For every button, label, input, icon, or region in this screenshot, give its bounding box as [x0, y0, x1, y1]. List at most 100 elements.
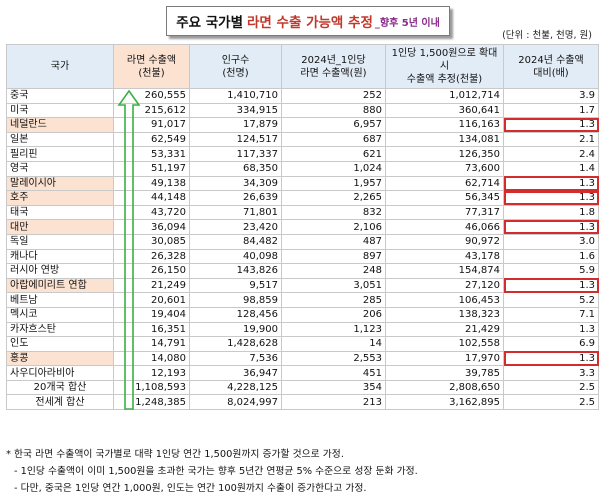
title-main: 주요 국가별	[176, 15, 243, 31]
pop-cell: 124,517	[189, 131, 282, 148]
table-row: 필리핀 53,331 117,337 621 126,350 2.4	[6, 146, 599, 162]
country-cell: 사우디아라비아	[6, 365, 114, 381]
ratio-cell: 3.0	[503, 233, 599, 250]
country-cell: 독일	[6, 233, 114, 250]
export-cell: 14,080	[113, 350, 190, 367]
header-cell: 인구수 (천명)	[189, 44, 282, 89]
ratio-cell: 1.6	[503, 248, 599, 265]
total-est-cell: 3,162,895	[385, 394, 504, 411]
country-cell: 네덜란드	[6, 117, 114, 133]
unit-note: (단위 : 천불, 천명, 원)	[502, 30, 592, 41]
per-cell: 2,553	[281, 350, 386, 367]
header-cell: 1인당 1,500원으로 확대시 수출액 추정(천불)	[385, 44, 504, 89]
pop-cell: 334,915	[189, 102, 282, 119]
country-cell: 멕시코	[6, 306, 114, 323]
footnote-3: - 다만, 중국은 1인당 연간 1,000원, 인도는 연간 100원까지 수…	[14, 483, 367, 494]
est-cell: 46,066	[385, 219, 504, 235]
export-cell: 260,555	[113, 88, 190, 104]
per-cell: 1,957	[281, 175, 386, 192]
ratio-cell: 2.1	[503, 131, 599, 148]
total-export-cell: 1,248,385	[113, 394, 190, 411]
header-cell: 2024년 수출액 대비(배)	[503, 44, 599, 89]
ratio-cell: 5.9	[503, 263, 599, 279]
export-cell: 16,351	[113, 321, 190, 338]
per-cell: 487	[281, 233, 386, 250]
country-cell: 미국	[6, 102, 114, 119]
ratio-cell: 1.3	[503, 350, 599, 367]
ratio-cell: 7.1	[503, 306, 599, 323]
export-cell: 44,148	[113, 190, 190, 206]
per-cell: 832	[281, 204, 386, 221]
export-cell: 43,720	[113, 204, 190, 221]
est-cell: 154,874	[385, 263, 504, 279]
pop-cell: 17,879	[189, 117, 282, 133]
export-cell: 26,150	[113, 263, 190, 279]
est-cell: 138,323	[385, 306, 504, 323]
table-row: 독일 30,085 84,482 487 90,972 3.0	[6, 233, 599, 250]
table-row: 대만 36,094 23,420 2,106 46,066 1.3	[6, 219, 599, 235]
ratio-cell: 3.9	[503, 88, 599, 104]
total-row: 전세계 합산 1,248,385 8,024,997 213 3,162,895 2.5	[6, 394, 599, 411]
header-row: 국가 라면 수출액 (천불) 인구수 (천명) 2024년_1인당 라면 수출액(원)…	[6, 44, 599, 89]
table-row: 네덜란드 91,017 17,879 6,957 116,163 1.3	[6, 117, 599, 133]
country-cell: 러시아 연방	[6, 263, 114, 279]
country-cell: 호주	[6, 190, 114, 206]
ratio-cell: 1.3	[503, 175, 599, 192]
pop-cell: 1,428,628	[189, 336, 282, 352]
title-highlight: 라면 수출 가능액 추정	[247, 15, 373, 31]
est-cell: 90,972	[385, 233, 504, 250]
ratio-cell: 1.7	[503, 102, 599, 119]
per-cell: 248	[281, 263, 386, 279]
title-sub: _향후 5년 이내	[374, 17, 440, 29]
pop-cell: 68,350	[189, 160, 282, 177]
country-cell: 말레이시아	[6, 175, 114, 192]
ratio-cell: 1.3	[503, 219, 599, 235]
est-cell: 17,970	[385, 350, 504, 367]
pop-cell: 71,801	[189, 204, 282, 221]
per-cell: 285	[281, 292, 386, 308]
est-cell: 56,345	[385, 190, 504, 206]
per-cell: 451	[281, 365, 386, 381]
pop-cell: 1,410,710	[189, 88, 282, 104]
title-box: 주요 국가별 라면 수출 가능액 추정 _향후 5년 이내	[166, 6, 450, 36]
table-row: 아랍에미리트 연합 21,249 9,517 3,051 27,120 1.3	[6, 277, 599, 294]
table-row: 인도 14,791 1,428,628 14 102,558 6.9	[6, 336, 599, 352]
ratio-cell: 1.3	[503, 277, 599, 294]
country-cell: 대만	[6, 219, 114, 235]
ratio-cell: 1.3	[503, 321, 599, 338]
table-row: 멕시코 19,404 128,456 206 138,323 7.1	[6, 306, 599, 323]
est-cell: 39,785	[385, 365, 504, 381]
export-cell: 26,328	[113, 248, 190, 265]
footnotes: * 한국 라면 수출액이 국가별로 대략 1인당 연간 1,500원까지 증가할…	[6, 446, 418, 497]
header-cell: 라면 수출액 (천불)	[113, 44, 190, 89]
export-cell: 19,404	[113, 306, 190, 323]
est-cell: 360,641	[385, 102, 504, 119]
ratio-cell: 6.9	[503, 336, 599, 352]
total-pop-cell: 8,024,997	[189, 394, 282, 411]
table-body: 중국 260,555 1,410,710 252 1,012,714 3.9 미국 215,6…	[6, 88, 599, 411]
export-table: 국가 라면 수출액 (천불) 인구수 (천명) 2024년_1인당 라면 수출액(원)…	[6, 44, 599, 411]
total-export-cell: 1,108,593	[113, 379, 190, 396]
export-cell: 51,197	[113, 160, 190, 177]
table-row: 호주 44,148 26,639 2,265 56,345 1.3	[6, 190, 599, 206]
est-cell: 62,714	[385, 175, 504, 192]
country-cell: 캐나다	[6, 248, 114, 265]
table-row: 사우디아라비아 12,193 36,947 451 39,785 3.3	[6, 365, 599, 381]
export-cell: 14,791	[113, 336, 190, 352]
total-per-cell: 213	[281, 394, 386, 411]
ratio-cell: 5.2	[503, 292, 599, 308]
table-row: 일본 62,549 124,517 687 134,081 2.1	[6, 131, 599, 148]
table-row: 미국 215,612 334,915 880 360,641 1.7	[6, 102, 599, 119]
pop-cell: 98,859	[189, 292, 282, 308]
est-cell: 1,012,714	[385, 88, 504, 104]
per-cell: 1,123	[281, 321, 386, 338]
table-row: 카자흐스탄 16,351 19,900 1,123 21,429 1.3	[6, 321, 599, 338]
header-cell: 국가	[6, 44, 114, 89]
country-cell: 영국	[6, 160, 114, 177]
table-row: 중국 260,555 1,410,710 252 1,012,714 3.9	[6, 88, 599, 104]
pop-cell: 84,482	[189, 233, 282, 250]
pop-cell: 34,309	[189, 175, 282, 192]
est-cell: 116,163	[385, 117, 504, 133]
est-cell: 21,429	[385, 321, 504, 338]
pop-cell: 7,536	[189, 350, 282, 367]
